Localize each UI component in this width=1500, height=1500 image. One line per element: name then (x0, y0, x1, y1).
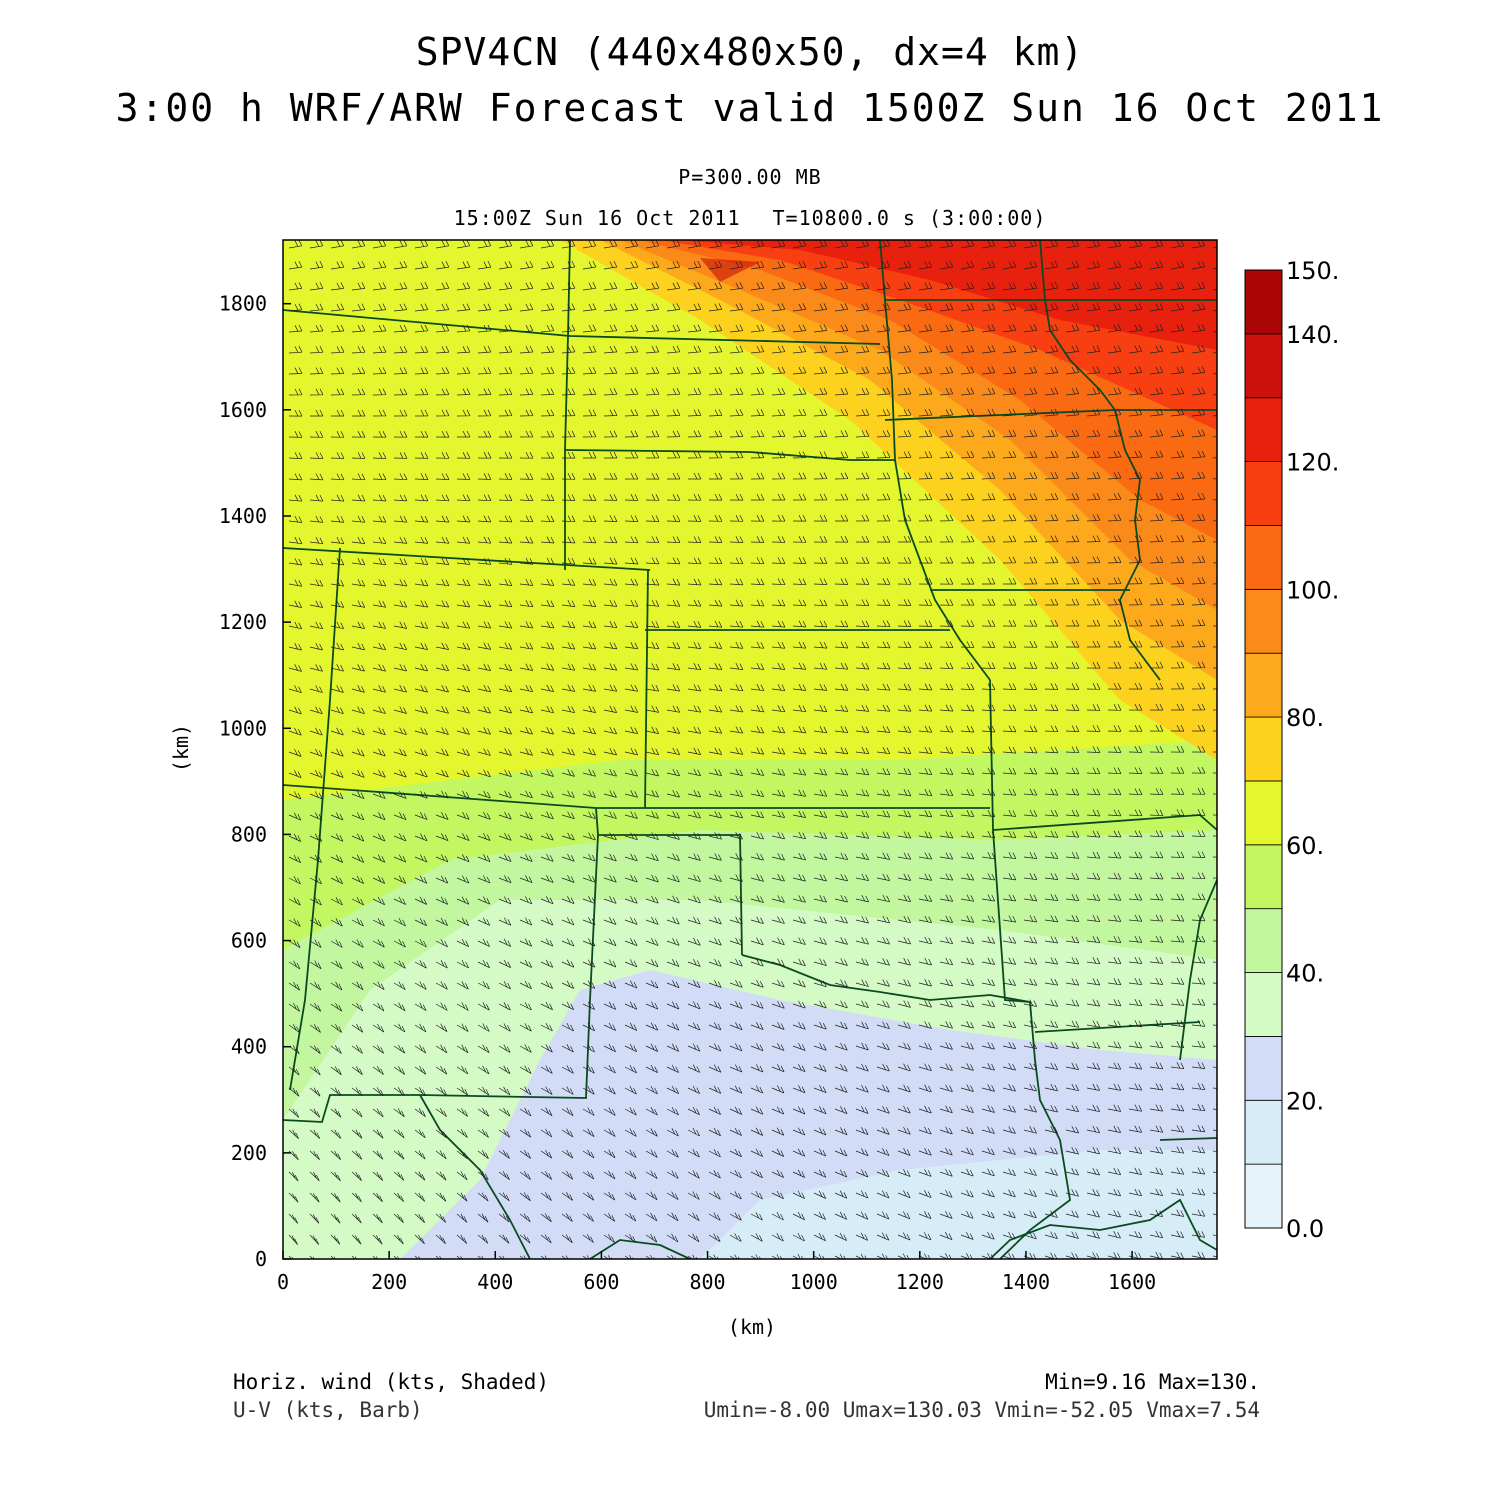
forecast-subtitle: 3:00 h WRF/ARW Forecast valid 1500Z Sun … (115, 86, 1385, 130)
valid-time-line: 15:00Z Sun 16 Oct 2011 T=10800.0 s (3:00:… (0, 206, 1500, 230)
colorbar-label: 140. (1286, 321, 1339, 349)
y-tick-label: 1400 (219, 504, 267, 528)
y-tick-label: 200 (231, 1141, 267, 1165)
barb-label: U-V (kts, Barb) (233, 1398, 423, 1422)
x-tick-label: 400 (477, 1270, 513, 1294)
y-tick-label: 600 (231, 929, 267, 953)
colorbar-frame (1244, 269, 1283, 1229)
y-axis-label: (km) (169, 724, 193, 772)
y-tick-label: 1000 (219, 716, 267, 740)
x-tick-label: 600 (583, 1270, 619, 1294)
min-max-stats: Min=9.16 Max=130. (1045, 1370, 1260, 1394)
x-tick-label: 1400 (1002, 1270, 1050, 1294)
wind-field-shading (283, 240, 1217, 1259)
colorbar-label: 80. (1286, 704, 1324, 732)
field-label: Horiz. wind (kts, Shaded) (233, 1370, 550, 1394)
x-tick-label: 1000 (790, 1270, 838, 1294)
colorbar-swatch (1244, 1163, 1283, 1229)
y-tick-label: 1600 (219, 398, 267, 422)
y-tick-label: 1200 (219, 610, 267, 634)
colorbar-swatch (1244, 844, 1283, 910)
plot-frame (282, 239, 1218, 1260)
x-tick-label: 1600 (1108, 1270, 1156, 1294)
colorbar-label: 20. (1286, 1087, 1324, 1115)
colorbar-swatch (1244, 908, 1283, 973)
colorbar: 0.0 20. 40. 60. 80. 100. 120. 140. 150. (1244, 257, 1339, 1243)
colorbar-label: 150. (1286, 257, 1339, 285)
colorbar-swatch (1244, 652, 1283, 718)
colorbar-swatch (1244, 972, 1283, 1037)
colorbar-label: 100. (1286, 576, 1339, 604)
wind-barbs (288, 240, 1217, 1259)
main-title: SPV4CN (440x480x50, dx=4 km) (415, 30, 1085, 74)
colorbar-swatch (1244, 461, 1283, 526)
colorbar-swatch (1244, 1099, 1283, 1165)
state-boundaries (283, 240, 1217, 1259)
colorbar-swatch (1244, 397, 1283, 463)
x-axis: 0 200 400 600 800 1000 1200 1400 1600 (277, 1251, 1156, 1294)
colorbar-label: 0.0 (1286, 1215, 1324, 1243)
colorbar-label: 60. (1286, 832, 1324, 860)
colorbar-swatch (1244, 780, 1283, 846)
uv-stats: Umin=-8.00 Umax=130.03 Vmin=-52.05 Vmax=… (703, 1398, 1260, 1422)
elapsed-time: T=10800.0 s (3:00:00) (772, 206, 1047, 230)
y-axis: 0 200 400 600 800 1000 1200 1400 1600 1800 (219, 292, 291, 1271)
colorbar-swatch (1244, 269, 1283, 335)
colorbar-swatch (1244, 1036, 1283, 1101)
y-tick-label: 400 (231, 1035, 267, 1059)
x-tick-label: 0 (277, 1270, 289, 1294)
x-tick-label: 800 (689, 1270, 725, 1294)
x-tick-label: 1200 (896, 1270, 944, 1294)
y-tick-label: 0 (255, 1247, 267, 1271)
x-axis-label: (km) (728, 1315, 776, 1339)
colorbar-label: 120. (1286, 449, 1339, 477)
colorbar-label: 40. (1286, 960, 1324, 988)
colorbar-swatch (1244, 588, 1283, 654)
x-tick-label: 200 (371, 1270, 407, 1294)
y-tick-label: 1800 (219, 292, 267, 316)
valid-time: 15:00Z Sun 16 Oct 2011 (453, 206, 741, 230)
colorbar-swatch (1244, 525, 1283, 590)
y-tick-label: 800 (231, 822, 267, 846)
colorbar-swatch (1244, 333, 1283, 399)
colorbar-swatch (1244, 716, 1283, 782)
pressure-level: P=300.00 MB (678, 165, 822, 189)
